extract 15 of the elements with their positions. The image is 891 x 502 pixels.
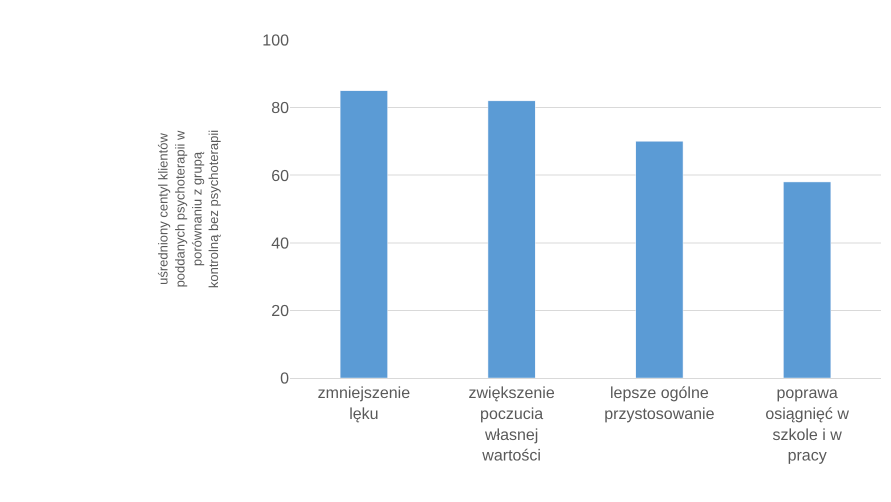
y-tick-label: 60 [271, 168, 290, 185]
bar [340, 90, 388, 378]
y-tick-label: 80 [271, 100, 290, 118]
bar [635, 141, 684, 378]
bar [488, 100, 536, 378]
y-tick-label: 100 [262, 32, 290, 50]
y-tick-label: 0 [280, 370, 290, 388]
x-tick-label: zwiększenie poczucia własnej wartości [468, 385, 555, 465]
y-tick-label: 40 [271, 235, 290, 252]
x-tick-label: poprawa osiągnięć w szkole i w pracy [765, 385, 850, 465]
y-axis-title: uśredniony centyl klientów poddanych psychoterapii w porównaniu z grupą kontrolną bez psychoterapii [156, 130, 222, 288]
x-tick-label: lepsze ogólne przystosowanie [604, 385, 715, 423]
bar [783, 182, 832, 378]
x-tick-label: zmniejszenie lęku [318, 385, 410, 423]
y-tick-label: 20 [271, 303, 290, 320]
